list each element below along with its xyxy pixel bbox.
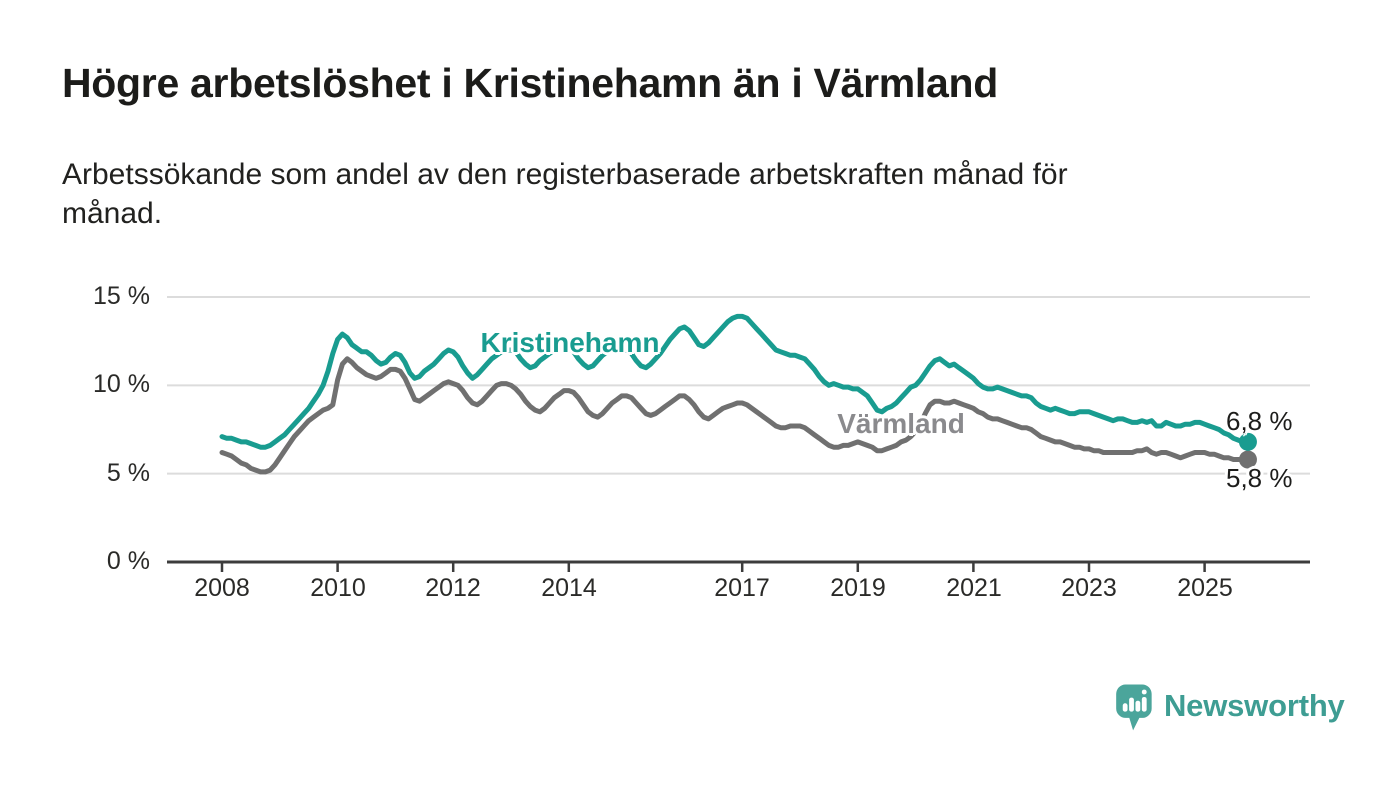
page-title: Högre arbetslöshet i Kristinehamn än i V… [62, 60, 998, 106]
y-tick-label-0: 0 % [106, 547, 150, 575]
x-tick-label-2012: 2012 [425, 574, 481, 602]
y-tick-label-15: 15 % [93, 282, 150, 310]
newsworthy-bubble-chart-icon [1116, 684, 1152, 731]
chart-subtitle: Arbetssökande som andel av den registerb… [62, 155, 1352, 233]
y-tick-label-5: 5 % [106, 459, 150, 487]
x-tick-label-2025: 2025 [1177, 574, 1233, 602]
end-value-kristinehamn: 6,8 % [1226, 406, 1293, 436]
series-label-kristinehamn: Kristinehamn [480, 327, 660, 358]
x-tick-label-2010: 2010 [310, 574, 366, 602]
end-value-varmland: 5,8 % [1226, 463, 1293, 493]
end-dot-värmland [1238, 450, 1257, 469]
series-label-varmland: Värmland [837, 408, 965, 439]
line-värmland [219, 356, 1251, 475]
y-tick-label-10: 10 % [93, 370, 150, 398]
newsworthy-wordmark: Newsworthy [1164, 688, 1345, 723]
x-tick-label-2023: 2023 [1061, 574, 1117, 602]
x-tick-label-2014: 2014 [541, 574, 597, 602]
newsworthy-logo: Newsworthy [1115, 684, 1345, 732]
line-kristinehamn [219, 313, 1251, 450]
x-tick-label-2021: 2021 [946, 574, 1002, 602]
x-tick-label-2008: 2008 [194, 574, 250, 602]
subtitle-line-2: månad. [62, 197, 163, 230]
x-tick-label-2017: 2017 [714, 574, 770, 602]
subtitle-line-1: Arbetssökande som andel av den registerb… [62, 158, 1068, 191]
x-tick-label-2019: 2019 [830, 574, 886, 602]
end-dot-kristinehamn [1238, 432, 1257, 451]
